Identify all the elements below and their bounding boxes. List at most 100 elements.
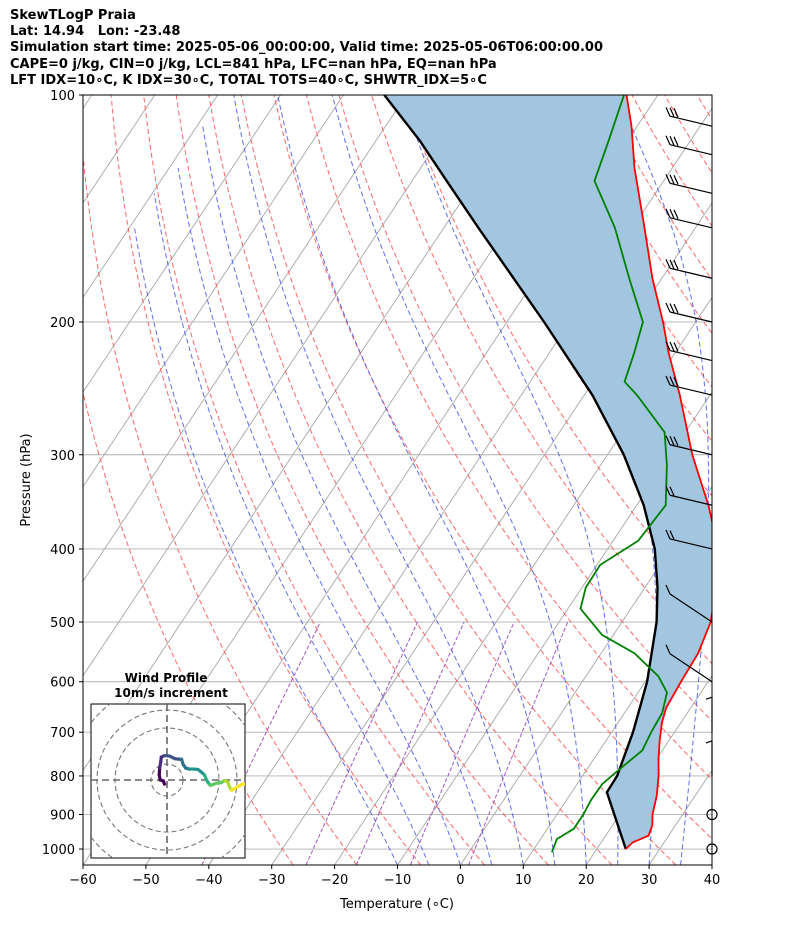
moist-adiabat <box>202 126 493 865</box>
barb-feather <box>669 341 675 352</box>
dry-adiabat <box>83 149 358 865</box>
wind-barb <box>665 174 713 194</box>
barb-feather <box>665 208 671 219</box>
barb-staff <box>669 115 713 127</box>
x-tick-label: 0 <box>456 873 464 888</box>
barb-feather <box>673 175 679 185</box>
moist-adiabat <box>153 193 430 865</box>
moist-adiabat <box>616 95 710 865</box>
barb-staff <box>669 593 713 623</box>
barb-feather <box>665 135 671 145</box>
isotherm <box>522 580 712 865</box>
x-tick-label: 10 <box>515 873 532 888</box>
barb-staff <box>669 444 713 456</box>
barb-feather <box>665 644 671 654</box>
dry-adiabat <box>110 95 422 865</box>
wind-barb <box>665 135 713 156</box>
barb-feather <box>673 209 679 220</box>
barb-feather <box>669 376 675 386</box>
moist-adiabat <box>277 95 556 865</box>
mixing-ratio-line <box>409 621 515 865</box>
barb-feather <box>665 375 671 386</box>
x-tick-label: 20 <box>578 873 595 888</box>
barb-feather <box>673 303 679 314</box>
barb-feather <box>673 136 679 146</box>
barb-feather <box>665 259 671 269</box>
y-tick-label: 800 <box>50 770 75 785</box>
wind-barb <box>665 208 713 229</box>
barb-feather <box>669 486 675 496</box>
dry-adiabat <box>208 95 613 865</box>
barb-feather <box>669 303 675 313</box>
y-tick-label: 100 <box>50 89 75 104</box>
barb-staff <box>669 267 713 279</box>
x-tick-label: −30 <box>258 873 285 888</box>
x-tick-label: −60 <box>69 873 96 888</box>
barb-staff <box>669 217 713 229</box>
barb-feather <box>669 107 675 117</box>
chart-title-line-5: LFT IDX=10∘C, K IDX=30∘C, TOTAL TOTS=40∘… <box>10 73 487 88</box>
barb-staff <box>669 349 713 362</box>
x-axis-label: Temperature (∘C) <box>339 897 454 912</box>
barb-feather <box>665 529 671 540</box>
isotherm <box>334 296 712 865</box>
chart-title-line-4: CAPE=0 j/kg, CIN=0 j/kg, LCL=841 hPa, LF… <box>10 57 497 72</box>
barb-feather <box>665 485 671 496</box>
barb-feather <box>673 260 679 270</box>
chart-title-line-1: SkewTLogP Praia <box>10 8 136 23</box>
barb-feather <box>669 174 675 185</box>
barb-feather <box>669 135 675 146</box>
wind-barb <box>665 435 713 456</box>
barb-flag <box>705 740 713 744</box>
x-tick-label: 40 <box>704 873 721 888</box>
isotherm <box>460 485 712 865</box>
isotherm <box>711 864 712 865</box>
y-tick-label: 600 <box>50 676 75 691</box>
barb-feather <box>665 174 671 184</box>
wind-barb <box>665 259 713 279</box>
dry-adiabat <box>305 95 712 781</box>
y-tick-label: 500 <box>50 616 75 631</box>
wind-barb <box>665 644 713 683</box>
y-tick-label: 700 <box>50 726 75 741</box>
dry-adiabat <box>501 95 712 443</box>
wind-barb <box>665 375 713 396</box>
barb-feather <box>673 107 679 118</box>
barb-feather <box>665 435 671 446</box>
barb-feather <box>669 209 675 219</box>
moist-adiabat <box>331 95 587 865</box>
barb-staff <box>669 653 713 683</box>
moist-adiabat <box>134 227 398 865</box>
isotherm <box>83 95 407 583</box>
isotherm <box>585 675 712 865</box>
barb-feather <box>673 376 679 387</box>
y-tick-label: 300 <box>50 449 75 464</box>
barb-feather <box>665 341 671 351</box>
hodograph-inset <box>90 703 246 859</box>
dry-adiabat <box>175 95 549 865</box>
isotherm <box>271 202 712 865</box>
barb-feather <box>665 584 671 595</box>
temperature-line <box>625 95 712 850</box>
barb-staff <box>669 182 713 194</box>
y-tick-label: 200 <box>50 316 75 331</box>
wind-barb <box>665 341 713 362</box>
barb-staff <box>669 494 713 506</box>
y-axis-label: Pressure (hPa) <box>19 433 34 526</box>
mixing-ratio-line <box>305 621 418 865</box>
wind-barb <box>665 485 713 506</box>
y-tick-label: 1000 <box>42 843 75 858</box>
y-tick-label: 900 <box>50 809 75 824</box>
moist-adiabat <box>177 168 461 865</box>
barb-staff <box>669 311 713 323</box>
isotherm <box>775 95 794 865</box>
wind-barb <box>665 302 713 323</box>
y-tick-label: 400 <box>50 543 75 558</box>
wind-barb <box>665 529 713 550</box>
x-tick-label: −40 <box>195 873 222 888</box>
barb-flag <box>705 696 713 700</box>
x-tick-label: −10 <box>384 873 411 888</box>
inset-subtitle: 10m/s increment <box>114 686 228 700</box>
dewpoint-line <box>551 95 668 853</box>
barb-feather <box>665 106 671 117</box>
